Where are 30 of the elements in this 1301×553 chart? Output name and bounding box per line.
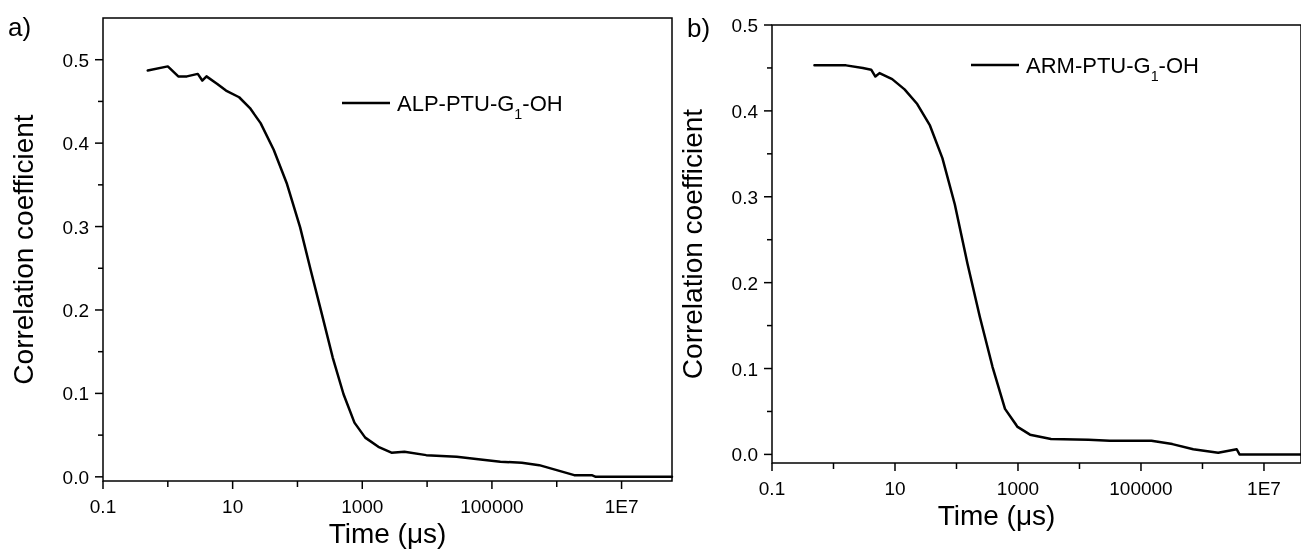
y-tick-label: 0.4 — [62, 133, 90, 155]
chart-title: b) — [687, 13, 711, 43]
y-tick-label: 0.5 — [62, 49, 89, 71]
x-tick-label: 100000 — [460, 496, 524, 517]
y-tick-label: 0.2 — [731, 272, 758, 294]
legend-label: ARM-PTU-G$_{1}$-OH — [1026, 53, 1199, 84]
y-tick-label: 0.4 — [731, 100, 759, 122]
x-tick-label: 1000 — [341, 496, 384, 517]
y-tick-label: 0.3 — [731, 186, 758, 208]
x-axis-title: Time (μs) — [937, 500, 1056, 531]
y-axis-title: Correlation coefficient — [677, 108, 708, 380]
x-tick-label: 100000 — [1109, 478, 1173, 499]
text: 0.0 — [62, 466, 89, 488]
y-tick-label: 0.5 — [731, 15, 758, 36]
x-tick-label: 1E7 — [1247, 478, 1281, 499]
x-tick-label: 0.1 — [89, 496, 117, 517]
y-tick-label: 0.2 — [62, 299, 89, 321]
chart-title: a) — [8, 12, 32, 42]
y-tick-label: 0.1 — [62, 383, 89, 405]
text: 0.0 — [731, 444, 758, 466]
x-axis-title: Time (μs) — [328, 518, 447, 549]
x-tick-label: 0.1 — [758, 478, 786, 499]
y-tick-label: 0.3 — [62, 216, 89, 238]
x-tick-label: 1E7 — [604, 496, 639, 517]
y-axis-title: Correlation coefficient — [8, 114, 39, 385]
legend-label: ALP-PTU-G$_{1}$-OH — [397, 91, 563, 122]
x-tick-label: 1000 — [996, 478, 1040, 499]
y-tick-label: 0.1 — [731, 358, 758, 380]
x-tick-label: 10 — [222, 496, 244, 517]
x-tick-label: 10 — [884, 478, 906, 499]
